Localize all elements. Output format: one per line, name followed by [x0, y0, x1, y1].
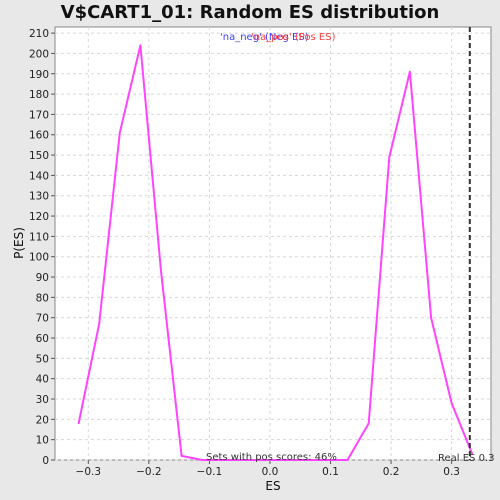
data-point [367, 422, 370, 425]
y-tick-label: 50 [36, 353, 49, 365]
legend-entry-neg: 'na_neg' (Neg ES) [220, 32, 309, 43]
legend-entry-pos: 'na_pos' (Pos ES) [251, 32, 336, 43]
data-point [242, 459, 245, 461]
y-tick-label: 100 [29, 252, 49, 264]
x-tick-label: 0.1 [322, 466, 339, 478]
legend: 'na_neg' (Neg ES) 'na_pos' (Pos ES) [220, 32, 336, 43]
y-tick-label: 10 [36, 435, 49, 447]
data-point [221, 459, 224, 461]
data-point [471, 453, 474, 455]
series-line [77, 44, 474, 461]
series-layer [77, 44, 474, 461]
y-tick-label: 70 [36, 313, 49, 325]
data-point [98, 322, 101, 325]
y-tick-label: 120 [29, 211, 49, 223]
y-tick-label: 160 [29, 130, 49, 142]
x-tick-label: −0.3 [76, 466, 102, 478]
data-point [283, 459, 286, 461]
chart-title: V$CART1_01: Random ES distribution [61, 2, 440, 23]
y-tick-label: 200 [29, 48, 49, 60]
y-tick-label: 30 [36, 394, 49, 406]
x-tick-label: 0.3 [443, 466, 460, 478]
data-point [160, 270, 162, 272]
x-tick-label: −0.1 [197, 466, 223, 478]
x-axis-ticks: −0.3 −0.2 −0.1 0.0 0.1 0.2 0.3 [76, 460, 460, 478]
y-tick-label: 170 [29, 109, 49, 121]
y-tick-label: 190 [29, 69, 49, 81]
y-tick-label: 140 [29, 170, 49, 182]
y-tick-label: 130 [29, 191, 49, 203]
x-axis-label: ES [265, 479, 280, 493]
data-point [263, 459, 265, 461]
y-tick-label: 90 [36, 272, 49, 284]
x-tick-label: 0.0 [262, 466, 279, 478]
data-point [201, 459, 203, 461]
data-point [77, 422, 80, 425]
x-tick-label: −0.2 [136, 466, 162, 478]
data-point [180, 455, 183, 457]
grid-lines [55, 27, 491, 461]
y-tick-label: 40 [36, 374, 49, 386]
data-point [139, 44, 142, 47]
data-point [388, 156, 391, 158]
y-tick-label: 210 [29, 28, 49, 40]
data-point [118, 131, 121, 134]
y-tick-label: 180 [29, 89, 49, 101]
pos-scores-annotation: Sets with pos scores: 46% [206, 452, 337, 463]
y-tick-label: 0 [42, 455, 49, 467]
data-point [324, 459, 327, 461]
x-tick-label: 0.2 [383, 466, 400, 478]
data-point [450, 402, 453, 404]
y-tick-label: 60 [36, 333, 49, 345]
data-point [430, 316, 432, 319]
y-tick-label: 80 [36, 292, 49, 304]
y-axis-ticks: 0 10 20 30 40 50 60 70 80 90 100 110 120 130 140 150 160… [29, 28, 55, 467]
y-tick-label: 110 [29, 231, 49, 243]
real-es-annotation: Real ES 0.3 [438, 453, 494, 464]
data-point [346, 459, 349, 461]
y-axis-label: P(ES) [12, 227, 26, 259]
y-tick-label: 20 [36, 414, 49, 426]
y-tick-label: 150 [29, 150, 49, 162]
data-point [409, 70, 411, 73]
data-point [304, 459, 306, 461]
